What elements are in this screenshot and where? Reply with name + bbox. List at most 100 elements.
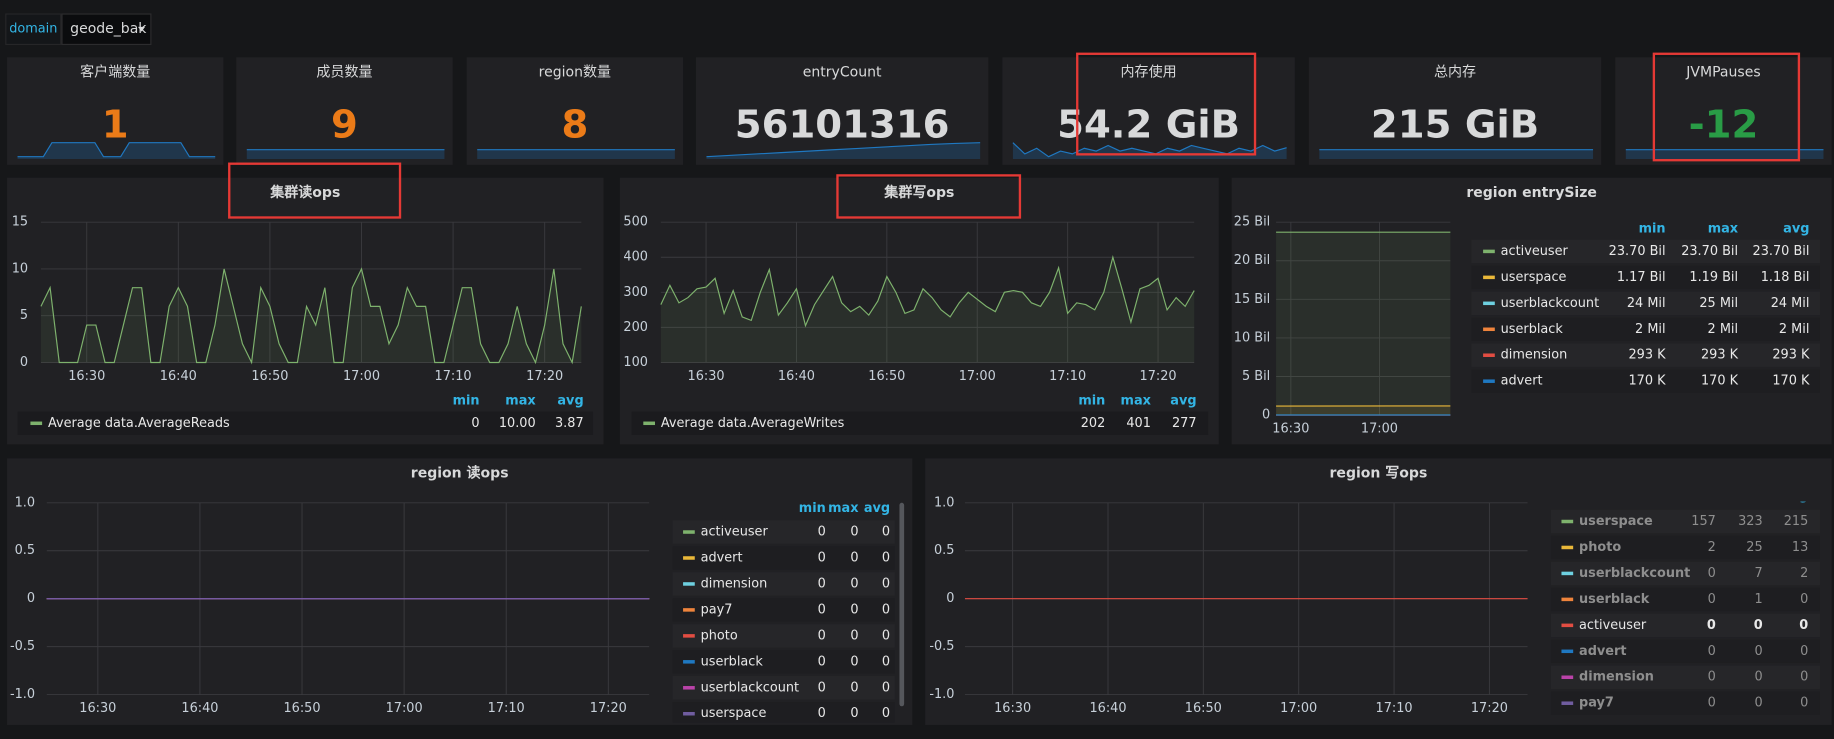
- stat-value: 56101316: [735, 103, 950, 148]
- legend-name: userblack: [1501, 322, 1564, 337]
- legend-header: avg: [557, 394, 583, 409]
- x-tick-label: 16:40: [778, 369, 815, 384]
- panel-background: [466, 57, 684, 165]
- legend-header: min: [453, 394, 480, 409]
- y-tick-label: 10: [12, 261, 28, 276]
- legend-row: [1471, 239, 1820, 264]
- legend-value: 25 Mil: [1699, 296, 1738, 311]
- legend-row: [1550, 509, 1820, 534]
- stat-panel: 总内存 215 GiB: [1308, 57, 1602, 165]
- legend-value: 401: [1126, 416, 1151, 431]
- legend-value: 0: [818, 576, 826, 591]
- sparkline-area: [706, 142, 981, 160]
- stat-value: -12: [1689, 103, 1759, 148]
- y-tick-label: 0: [27, 591, 35, 606]
- x-tick-label: 17:10: [435, 369, 472, 384]
- legend-value: 0: [850, 706, 858, 721]
- highlight-box: [228, 162, 402, 219]
- dropdown-caret: [138, 26, 146, 32]
- legend-swatch: [1483, 327, 1495, 332]
- legend-value: 2 Mil: [1708, 322, 1739, 337]
- legend-value: 0: [818, 550, 826, 565]
- legend-header: min: [1639, 222, 1666, 237]
- legend-row: [1550, 639, 1820, 663]
- legend-swatch: [683, 660, 695, 664]
- legend-name: dimension: [1501, 348, 1568, 363]
- legend-swatch: [1561, 545, 1574, 550]
- y-tick-label: -1.0: [10, 687, 35, 702]
- legend-value: 0: [1800, 592, 1808, 607]
- panel-title: region 写ops: [1330, 466, 1428, 482]
- legend-header: max: [1121, 394, 1152, 409]
- legend-value: 2: [1708, 540, 1716, 555]
- stat-value: 1: [102, 103, 129, 148]
- legend-swatch: [643, 421, 655, 426]
- variable-value: geode_bak: [70, 21, 147, 37]
- legend-swatch: [1483, 379, 1495, 383]
- legend-header: min: [1078, 394, 1105, 409]
- y-tick-label: 400: [623, 250, 648, 265]
- legend-value: 0: [818, 628, 826, 643]
- legend-swatch: [1561, 571, 1574, 576]
- legend-swatch: [683, 530, 695, 534]
- legend-value: 0: [1754, 696, 1762, 711]
- panel-title: region entrySize: [1466, 185, 1597, 201]
- legend-value: 170 K: [1772, 374, 1810, 389]
- legend-value: 1: [1754, 592, 1762, 607]
- y-tick-label: 10 Bil: [1234, 330, 1270, 345]
- legend-header: max: [505, 394, 536, 409]
- x-tick-label: 16:50: [868, 369, 905, 384]
- legend-swatch: [1483, 301, 1495, 306]
- legend-value: 1.19 Bil: [1689, 270, 1738, 285]
- x-tick-label: 16:50: [1185, 701, 1222, 716]
- legend-value: 2 Mil: [1635, 322, 1666, 337]
- sparkline-area: [17, 142, 216, 160]
- legend-header: max: [828, 501, 859, 516]
- legend-value: 170 K: [1628, 374, 1666, 389]
- y-tick-label: 200: [623, 320, 648, 335]
- legend-row: [672, 546, 895, 570]
- legend: min max avg userspace 157 323 215 photo 2 25 13 use…: [1550, 488, 1820, 715]
- x-tick-label: 16:30: [1272, 422, 1309, 437]
- x-tick-label: 17:10: [488, 701, 525, 716]
- x-tick-label: 17:20: [526, 369, 563, 384]
- legend-value: 0: [818, 680, 826, 695]
- legend-value: 0: [1754, 670, 1762, 685]
- y-tick-label: -0.5: [929, 639, 954, 654]
- panel-background: [1615, 57, 1832, 165]
- legend-value: 0: [471, 416, 479, 431]
- legend-name: activeuser: [1501, 244, 1569, 259]
- variable-select[interactable]: [61, 13, 152, 46]
- y-tick-label: 500: [623, 215, 648, 230]
- series-line: [660, 255, 1195, 328]
- legend-value: 0: [850, 628, 858, 643]
- legend-name: pay7: [1579, 696, 1614, 711]
- x-tick-label: 16:30: [994, 701, 1031, 716]
- legend-header: avg: [1783, 222, 1809, 237]
- legend-name: advert: [701, 550, 743, 565]
- y-tick-label: 1.0: [15, 495, 35, 510]
- legend-swatch: [1483, 249, 1495, 254]
- legend-name: Average data.AverageWrites: [661, 416, 845, 431]
- graph-panel: region entrySize 0 5 Bil 10 Bil 15 Bil 20 Bil…: [1231, 177, 1832, 445]
- graph-panel: region 读ops -1.0 -0.5 0 0.5 1.0 16:30 16:40 16:5…: [7, 458, 913, 725]
- legend: min max avg activeuser 23.70 Bil 23.70 Bil 23.…: [1471, 222, 1820, 393]
- y-tick-label: 0: [946, 591, 954, 606]
- legend-row: [672, 650, 895, 674]
- legend-name: dimension: [1579, 670, 1654, 685]
- variable-picker[interactable]: domain geode_bak: [5, 13, 152, 46]
- y-tick-label: 100: [623, 355, 648, 370]
- legend-value: 215: [1784, 514, 1809, 529]
- legend-name: userspace: [1501, 270, 1567, 285]
- stat-title: JVMPauses: [1685, 64, 1760, 80]
- legend-name: photo: [1579, 540, 1621, 555]
- legend-header: max: [1732, 488, 1763, 503]
- legend-value: 0: [1800, 670, 1808, 685]
- legend-row: [672, 624, 895, 648]
- stat-title: 成员数量: [316, 64, 372, 80]
- y-tick-label: 1.0: [934, 495, 954, 510]
- legend-row: [1471, 369, 1820, 393]
- stat-panel: 客户端数量 1: [7, 57, 224, 165]
- legend-value: 0: [850, 680, 858, 695]
